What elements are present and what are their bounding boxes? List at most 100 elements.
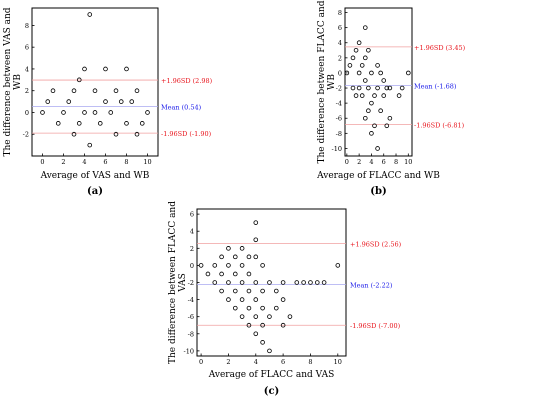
data-point <box>226 297 231 302</box>
data-point <box>294 280 300 285</box>
data-point <box>253 237 259 243</box>
data-point <box>359 93 365 98</box>
y-tick-label: -8 <box>336 130 342 138</box>
x-tick-label: 6 <box>103 158 107 166</box>
data-point <box>267 280 272 285</box>
data-point <box>232 271 238 277</box>
y-tick-label: 0 <box>190 262 194 270</box>
data-point <box>375 146 380 151</box>
y-axis-label: VAS <box>178 273 188 293</box>
data-point <box>381 93 387 98</box>
data-point <box>321 280 327 285</box>
y-tick-label: -8 <box>188 330 194 338</box>
data-point <box>40 110 45 115</box>
mean-label: Mean (0.54) <box>161 104 202 112</box>
limit-label: -1.96SD (-6.81) <box>414 121 465 129</box>
data-point <box>232 254 238 260</box>
data-point <box>253 280 259 285</box>
data-point <box>387 85 393 91</box>
y-axis-label: The difference between FLACC and <box>317 0 327 163</box>
data-point <box>103 99 108 104</box>
data-point <box>92 110 98 115</box>
x-tick-label: 4 <box>254 358 258 366</box>
data-point <box>378 108 383 113</box>
data-point <box>219 288 224 294</box>
data-point <box>362 25 368 30</box>
data-point <box>103 66 108 72</box>
data-point <box>301 280 306 285</box>
limit-label: -1.96SD (-7.00) <box>350 322 401 330</box>
data-point <box>260 322 265 328</box>
x-tick-label: 0 <box>345 158 349 166</box>
data-point <box>66 99 72 104</box>
data-point <box>205 271 211 277</box>
data-point <box>369 131 374 136</box>
x-axis-label: Average of FLACC and VAS <box>208 370 334 380</box>
y-axis-label: WB <box>13 74 23 90</box>
x-tick-label: 8 <box>308 358 312 366</box>
data-point <box>253 314 259 319</box>
x-tick-label: 8 <box>394 158 398 166</box>
data-point <box>384 123 390 129</box>
data-point <box>226 280 231 285</box>
y-axis-label: The difference between FLACC and <box>168 201 178 364</box>
data-point <box>246 305 252 311</box>
data-point <box>71 88 77 94</box>
data-point <box>108 110 114 115</box>
data-point <box>362 78 368 83</box>
x-tick-label: 6 <box>382 158 386 166</box>
data-point <box>387 115 393 121</box>
data-point <box>92 88 98 94</box>
data-point <box>375 85 380 91</box>
y-tick-label: -2 <box>336 85 342 93</box>
data-point <box>226 246 231 251</box>
y-tick-label: -2 <box>188 279 194 287</box>
data-point <box>55 121 61 126</box>
data-point <box>145 110 150 115</box>
data-point <box>280 322 286 328</box>
y-tick-label: 8 <box>25 22 29 30</box>
data-point <box>287 314 293 319</box>
y-tick-label: 2 <box>190 245 194 253</box>
data-point <box>82 110 87 115</box>
limit-label: -1.96SD (-1.90) <box>161 130 212 138</box>
y-axis-label: WB <box>327 74 337 90</box>
data-point <box>253 254 259 260</box>
data-point <box>239 297 245 302</box>
data-point <box>362 115 368 121</box>
data-point <box>212 263 218 268</box>
data-point <box>356 70 362 76</box>
y-tick-label: 4 <box>190 228 194 236</box>
data-point <box>314 280 320 285</box>
data-point <box>369 70 374 76</box>
data-point <box>253 331 259 337</box>
data-point <box>239 263 245 268</box>
data-point <box>399 85 405 91</box>
plot-frame <box>31 7 159 157</box>
data-point <box>45 99 51 104</box>
data-point <box>372 93 377 98</box>
data-point <box>366 108 371 113</box>
data-point <box>113 131 119 137</box>
data-point <box>71 131 77 137</box>
data-point <box>87 12 93 17</box>
data-point <box>124 121 129 126</box>
x-tick-label: 4 <box>82 158 86 166</box>
data-point <box>212 280 218 285</box>
data-point <box>113 88 119 94</box>
x-tick-label: 2 <box>226 358 230 366</box>
limit-label: +1.96SD (3.45) <box>414 44 466 52</box>
data-point <box>366 85 371 91</box>
y-axis-label: The difference between VAS and <box>3 7 13 156</box>
data-point <box>97 121 103 126</box>
y-tick-label: 6 <box>338 24 342 32</box>
data-point <box>280 297 286 302</box>
limit-label: +1.96SD (2.56) <box>350 241 402 249</box>
data-point <box>260 340 265 345</box>
data-point <box>139 121 145 126</box>
y-tick-label: -6 <box>188 313 194 321</box>
data-point <box>344 70 350 76</box>
data-point <box>350 85 356 91</box>
limit-label: +1.96SD (2.98) <box>161 77 213 85</box>
data-point <box>253 220 259 225</box>
